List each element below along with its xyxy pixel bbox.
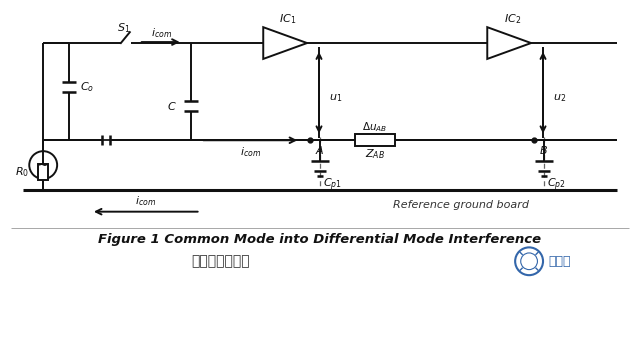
- Text: 日月辰: 日月辰: [548, 255, 570, 268]
- Text: $IC_2$: $IC_2$: [504, 12, 521, 26]
- Text: $u_1$: $u_1$: [329, 93, 342, 105]
- Bar: [355, 134, 395, 146]
- Text: $A$: $A$: [315, 144, 324, 156]
- Text: $\Delta u_{AB}$: $\Delta u_{AB}$: [362, 120, 387, 134]
- Text: $S_1$: $S_1$: [117, 21, 131, 35]
- Text: $B$: $B$: [539, 144, 548, 156]
- Bar: [38, 164, 48, 180]
- Text: $IC_1$: $IC_1$: [280, 12, 297, 26]
- Text: $C_{p2}$: $C_{p2}$: [547, 177, 566, 193]
- Text: Figure 1 Common Mode into Differential Mode Interference: Figure 1 Common Mode into Differential M…: [99, 233, 541, 246]
- Text: $i_{com}$: $i_{com}$: [240, 145, 261, 159]
- Text: $u_2$: $u_2$: [553, 93, 566, 105]
- Text: $Z_{AB}$: $Z_{AB}$: [365, 147, 385, 161]
- Text: Reference ground board: Reference ground board: [393, 200, 529, 210]
- Text: $R_0$: $R_0$: [15, 165, 29, 179]
- Text: $i_{com}$: $i_{com}$: [151, 26, 172, 40]
- Text: $C$: $C$: [167, 99, 177, 111]
- Text: $C_{p1}$: $C_{p1}$: [323, 177, 342, 193]
- Text: 差模干扰的共模: 差模干扰的共模: [191, 254, 250, 268]
- Polygon shape: [263, 27, 307, 59]
- Text: $C_o$: $C_o$: [80, 80, 94, 94]
- Text: ~: ~: [38, 159, 49, 172]
- Polygon shape: [487, 27, 531, 59]
- Text: $i_{com}$: $i_{com}$: [135, 194, 156, 208]
